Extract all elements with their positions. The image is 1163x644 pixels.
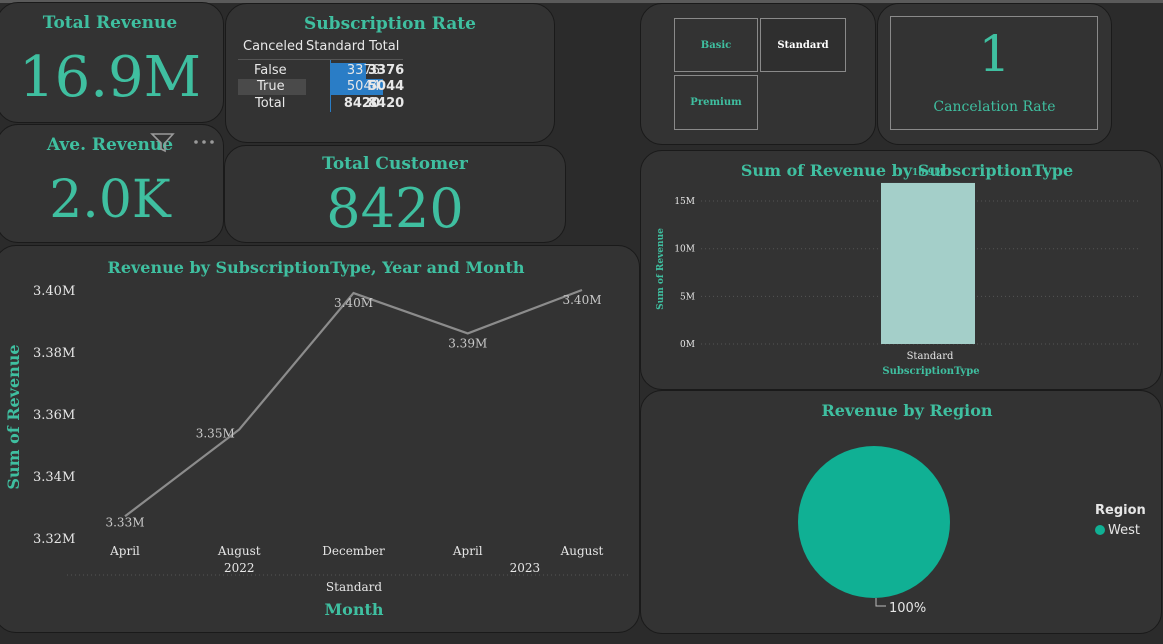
x-tick-label: Standard: [907, 351, 954, 362]
revenue-bar-chart: Sum of Revenue by SubscriptionType Sum o…: [656, 161, 1141, 377]
data-label: 3.35M: [196, 427, 235, 441]
subscription-slicer-card: Basic Standard Premium: [640, 3, 876, 145]
chart-title: Revenue by Region: [821, 401, 992, 420]
data-label: 3.40M: [334, 296, 373, 310]
legend-title: Region: [1095, 503, 1146, 518]
subscription-table: Canceled Standard Total False 3376 3376 …: [226, 4, 556, 144]
avg-revenue-value: 2.0K: [49, 170, 171, 230]
year-label: 2023: [510, 561, 541, 575]
legend-marker: [1095, 525, 1105, 535]
table-total-row: Total 8420 8420: [238, 96, 405, 112]
table-cell-label: True: [257, 79, 285, 94]
data-label: 16.9M: [912, 168, 944, 178]
table-cell-total: 8420: [368, 96, 405, 111]
year-label: 2022: [224, 561, 255, 575]
top-border: [0, 0, 1163, 3]
data-label: 3.40M: [562, 293, 601, 307]
total-customer-card[interactable]: Total Customer 8420: [224, 145, 566, 243]
x-tick-label: April: [452, 544, 483, 558]
x-tick-label: December: [322, 544, 385, 558]
total-revenue-card[interactable]: Total Revenue 16.9M: [0, 2, 224, 123]
table-row[interactable]: True 5044 5044: [238, 79, 405, 95]
bar[interactable]: [881, 182, 975, 344]
data-label: 3.33M: [105, 515, 144, 529]
x-tick-label: August: [560, 544, 604, 558]
y-tick-label: 3.36M: [33, 408, 75, 423]
table-row[interactable]: False 3376 3376: [238, 63, 405, 79]
table-cell-label: False: [254, 63, 287, 78]
revenue-trend-card[interactable]: Revenue by SubscriptionType, Year and Mo…: [0, 245, 640, 633]
subscription-rate-card[interactable]: Subscription Rate Canceled Standard Tota…: [225, 3, 555, 143]
table-cell-standard: 3376: [346, 63, 380, 78]
series-line: [124, 288, 583, 518]
y-tick-label: 10M: [674, 245, 695, 255]
y-tick-label: 3.40M: [33, 284, 75, 299]
total-customer-title: Total Customer: [322, 154, 468, 174]
data-label: 100%: [889, 601, 926, 616]
slicer-item-standard[interactable]: Standard: [760, 18, 846, 72]
table-data-bar: [331, 79, 383, 95]
y-tick-label: 15M: [674, 197, 695, 207]
table-cell-standard: 5044: [346, 79, 380, 94]
pie-slice[interactable]: [798, 446, 950, 598]
group-label: Standard: [326, 580, 382, 594]
y-tick-label: 3.34M: [33, 470, 75, 485]
y-tick-label: 3.38M: [33, 346, 75, 361]
cancelation-rate-frame: [890, 16, 1098, 130]
y-tick-label: 0M: [680, 340, 695, 350]
revenue-by-region-card[interactable]: Revenue by Region 100% Region West: [640, 390, 1162, 634]
table-column-divider: [330, 60, 331, 112]
y-axis-title: Sum of Revenue: [656, 228, 666, 310]
chart-title: Sum of Revenue by SubscriptionType: [741, 161, 1073, 180]
y-tick-label: 3.32M: [33, 532, 75, 547]
data-label: 3.39M: [448, 336, 487, 350]
slicer-item-basic[interactable]: Basic: [674, 18, 758, 72]
subscription-rate-title: Subscription Rate: [304, 14, 476, 34]
total-revenue-title: Total Revenue: [42, 13, 178, 33]
legend-item[interactable]: West: [1108, 523, 1140, 538]
table-header-divider: [238, 59, 403, 60]
x-tick-label: August: [217, 544, 261, 558]
table-cell-standard: 8420: [343, 96, 380, 111]
total-revenue-value: 16.9M: [18, 45, 202, 110]
avg-revenue-title: Ave. Revenue: [46, 135, 174, 155]
x-tick-label: April: [109, 544, 140, 558]
chart-title: Revenue by SubscriptionType, Year and Mo…: [108, 258, 525, 277]
revenue-pie-chart: Revenue by Region 100% Region West: [798, 401, 1146, 616]
x-axis-title: Month: [324, 600, 383, 619]
filter-icon[interactable]: [150, 132, 176, 154]
table-row-highlight: [238, 79, 306, 95]
table-cell-total: 5044: [368, 79, 405, 94]
more-options-icon[interactable]: [192, 134, 218, 148]
table-header-canceled: Canceled: [243, 39, 304, 54]
revenue-line-chart: Revenue by SubscriptionType, Year and Mo…: [4, 258, 630, 619]
y-tick-label: 5M: [680, 292, 695, 302]
total-customer-value: 8420: [326, 177, 464, 240]
x-axis-title: SubscriptionType: [882, 366, 979, 377]
cancelation-rate-card[interactable]: 1 Cancelation Rate: [877, 3, 1112, 145]
table-header-total: Total: [369, 39, 400, 54]
table-cell-total: 3376: [368, 63, 405, 78]
table-cell-label: Total: [255, 96, 286, 111]
y-axis-title: Sum of Revenue: [4, 344, 23, 489]
revenue-by-type-card[interactable]: Sum of Revenue by SubscriptionType Sum o…: [640, 150, 1162, 390]
avg-revenue-card[interactable]: Ave. Revenue 2.0K: [0, 124, 224, 243]
slicer-item-premium[interactable]: Premium: [674, 75, 758, 130]
cancelation-rate-value: 1: [978, 25, 1011, 83]
data-label-leader: [875, 598, 886, 607]
table-data-bar: [331, 63, 366, 79]
table-header-standard: Standard: [306, 39, 366, 54]
cancelation-rate-title: Cancelation Rate: [933, 99, 1056, 115]
